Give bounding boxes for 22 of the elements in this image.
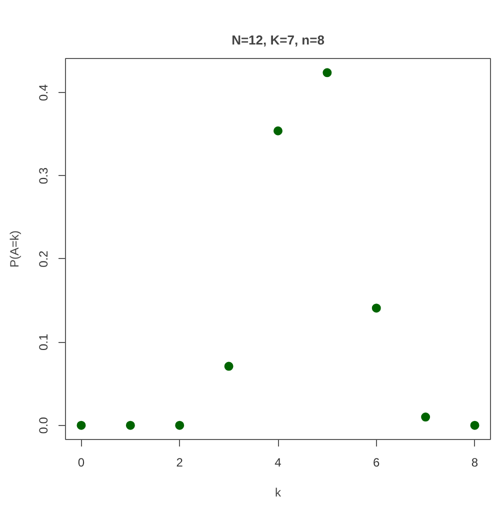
x-axis-title: k — [275, 486, 282, 500]
x-tick-label: 2 — [176, 456, 184, 470]
point — [274, 126, 282, 136]
point — [470, 420, 480, 430]
point — [76, 420, 86, 430]
y-axis-title: P(A=k) — [8, 230, 22, 268]
point — [372, 304, 381, 313]
point — [421, 412, 430, 422]
y-tick-label: 0.4 — [36, 84, 50, 101]
point — [322, 68, 332, 78]
point — [224, 362, 234, 371]
x-tick-label: 6 — [373, 456, 380, 470]
x-tick-label: 8 — [471, 456, 478, 470]
y-tick-label: 0.3 — [36, 167, 50, 184]
y-tick-label: 0.2 — [36, 250, 50, 268]
y-tick-label: 0.0 — [36, 416, 50, 434]
point — [126, 420, 135, 430]
y-tick-label: 0.1 — [36, 334, 50, 351]
x-tick-label: 0 — [78, 456, 85, 470]
point — [175, 420, 184, 430]
x-tick-label: 4 — [274, 456, 282, 470]
chart-title: N=12, K=7, n=8 — [232, 32, 324, 48]
